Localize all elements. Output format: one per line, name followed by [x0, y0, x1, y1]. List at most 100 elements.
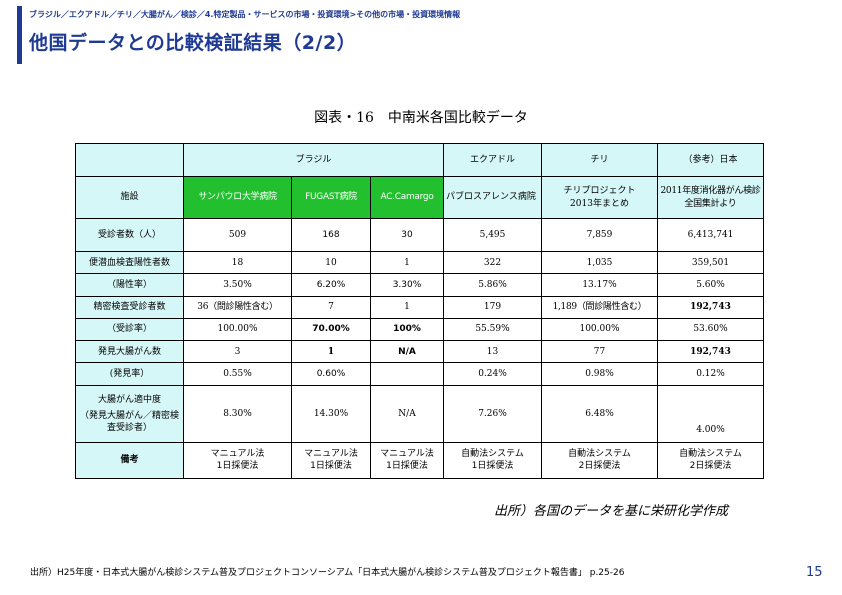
table-cell: 1	[370, 295, 444, 319]
breadcrumb: ブラジル／エクアドル／チリ／大腸がん／検診／4.特定製品・サービスの市場・投資環…	[29, 10, 461, 19]
country-header-chile: チリ	[541, 143, 658, 177]
table-cell: マニュアル法 1日採便法	[291, 441, 371, 480]
table-cell	[370, 362, 444, 386]
table-cell: 10	[291, 251, 371, 275]
facility-sao-paulo: サンパウロ大学病院	[183, 175, 292, 220]
table-cell: 192,743	[657, 295, 764, 319]
row-label-ppv: 大腸がん適中度 （発見大腸がん／精密検査受診者）	[75, 384, 184, 443]
remark-method: 自動法システム	[568, 449, 631, 460]
remark-method: マニュアル法	[304, 449, 358, 460]
table-row: 大腸がん適中度 （発見大腸がん／精密検査受診者） 8.30% 14.30% N/…	[75, 384, 764, 443]
table-row: 備考 マニュアル法 1日採便法 マニュアル法 1日採便法 マニュアル法 1日採便法 自…	[75, 441, 764, 480]
table-cell: 359,501	[657, 251, 764, 275]
remark-sampling: 2日採便法	[689, 461, 732, 472]
row-label-detailed-exam: 精密検査受診者数	[75, 295, 184, 319]
table-cell: 100%	[370, 317, 444, 342]
table-cell: 自動法システム 2日採便法	[541, 441, 658, 480]
remark-sampling: 1日採便法	[386, 461, 428, 472]
table-cell: 192,743	[657, 340, 764, 364]
country-header-brazil: ブラジル	[183, 143, 444, 177]
remark-sampling: 2日採便法	[578, 461, 621, 472]
table-cell: 0.24%	[443, 362, 542, 386]
table-cell: 1,189（問診陽性含む）	[541, 295, 658, 319]
table-row: 発見大腸がん数 3 1 N/A 13 77 192,743	[75, 340, 764, 364]
table-cell: 18	[183, 251, 292, 275]
row-label-positive-rate: （陽性率）	[75, 273, 184, 297]
table-cell: 5,495	[443, 218, 542, 253]
comparison-table: ブラジル エクアドル チリ （参考）日本 施設 サンパウロ大学病院 FUGAST…	[75, 143, 764, 480]
facility-fugast: FUGAST病院	[291, 175, 371, 220]
page-title: 他国データとの比較検証結果（2/2）	[29, 32, 357, 54]
table-cell: 0.55%	[183, 362, 292, 386]
table-cell: 100.00%	[541, 317, 658, 342]
table-cell: 5.86%	[443, 273, 542, 297]
row-label-cancer-found: 発見大腸がん数	[75, 340, 184, 364]
table-cell: マニュアル法 1日採便法	[370, 441, 444, 480]
table-cell: 7	[291, 295, 371, 319]
table-cell: 30	[370, 218, 444, 253]
country-header-ecuador: エクアドル	[443, 143, 542, 177]
row-label-fobt-positive: 便潜血検査陽性者数	[75, 251, 184, 275]
table-cell: 509	[183, 218, 292, 253]
table-row: 受診者数（人） 509 168 30 5,495 7,859 6,413,741	[75, 218, 764, 253]
table-cell: 0.12%	[657, 362, 764, 386]
facility-ac-camargo: AC.Camargo	[370, 175, 444, 220]
table-cell: 3.30%	[370, 273, 444, 297]
table-cell: 4.00%	[657, 384, 764, 443]
table-row: （受診率） 100.00% 70.00% 100% 55.59% 100.00%…	[75, 317, 764, 342]
table-cell: 179	[443, 295, 542, 319]
facility-pablo-arturo: パブロスアレンス病院	[443, 175, 542, 220]
facility-chile-project: チリプロジェクト 2013年まとめ	[541, 175, 658, 220]
row-label-ppv-title: 大腸がん適中度	[97, 394, 161, 405]
row-label-detection-rate: (発見率）	[75, 362, 184, 386]
remark-sampling: 1日採便法	[471, 461, 514, 472]
table-cell: 6.20%	[291, 273, 371, 297]
table-cell: 100.00%	[183, 317, 292, 342]
remark-method: 自動法システム	[461, 449, 524, 460]
table-row: 施設 サンパウロ大学病院 FUGAST病院 AC.Camargo パブロスアレン…	[75, 175, 764, 220]
remark-method: 自動法システム	[679, 449, 742, 460]
remark-sampling: 1日採便法	[310, 461, 352, 472]
table-cell: N/A	[370, 384, 444, 443]
country-header-japan: （参考）日本	[657, 143, 764, 177]
table-cell: 14.30%	[291, 384, 371, 443]
table-row: （陽性率） 3.50% 6.20% 3.30% 5.86% 13.17% 5.6…	[75, 273, 764, 297]
table-source-note: 出所）各国のデータを基に栄研化学作成	[494, 504, 729, 519]
table-cell: 0.60%	[291, 362, 371, 386]
table-corner-cell	[75, 143, 184, 177]
table-cell: 3.50%	[183, 273, 292, 297]
table-cell: 自動法システム 1日採便法	[443, 441, 542, 480]
remark-sampling: 1日採便法	[216, 461, 259, 472]
table-cell: 168	[291, 218, 371, 253]
table-cell: 6,413,741	[657, 218, 764, 253]
table-cell: 36（問診陽性含む）	[183, 295, 292, 319]
table-cell: 13	[443, 340, 542, 364]
table-row: 便潜血検査陽性者数 18 10 1 322 1,035 359,501	[75, 251, 764, 275]
row-label-examinees: 受診者数（人）	[75, 218, 184, 253]
remark-method: マニュアル法	[210, 449, 265, 460]
table-cell: 322	[443, 251, 542, 275]
footer-source: 出所）H25年度・日本式大腸がん検診システム普及プロジェクトコンソーシアム「日本…	[30, 568, 625, 578]
table-cell: 77	[541, 340, 658, 364]
table-cell: 7,859	[541, 218, 658, 253]
table-row: ブラジル エクアドル チリ （参考）日本	[75, 143, 764, 177]
title-accent-bar	[17, 6, 22, 64]
table-cell: 13.17%	[541, 273, 658, 297]
table-row: 精密検査受診者数 36（問診陽性含む） 7 1 179 1,189（問診陽性含む…	[75, 295, 764, 319]
table-cell: 55.59%	[443, 317, 542, 342]
table-cell: 1,035	[541, 251, 658, 275]
row-label-ppv-note: （発見大腸がん／精密検査受診者）	[79, 410, 179, 433]
row-label-remarks: 備考	[75, 441, 184, 480]
row-label-exam-rate: （受診率）	[75, 317, 184, 342]
table-cell: 3	[183, 340, 292, 364]
figure-caption: 図表・16 中南米各国比較データ	[314, 110, 528, 126]
table-cell: 70.00%	[291, 317, 371, 342]
table-cell: 53.60%	[657, 317, 764, 342]
table-cell: 6.48%	[541, 384, 658, 443]
remark-method: マニュアル法	[380, 449, 434, 460]
table-row: (発見率） 0.55% 0.60% 0.24% 0.98% 0.12%	[75, 362, 764, 386]
row-label-facility: 施設	[75, 175, 184, 220]
table-cell: 0.98%	[541, 362, 658, 386]
table-cell: マニュアル法 1日採便法	[183, 441, 292, 480]
table-cell: 5.60%	[657, 273, 764, 297]
